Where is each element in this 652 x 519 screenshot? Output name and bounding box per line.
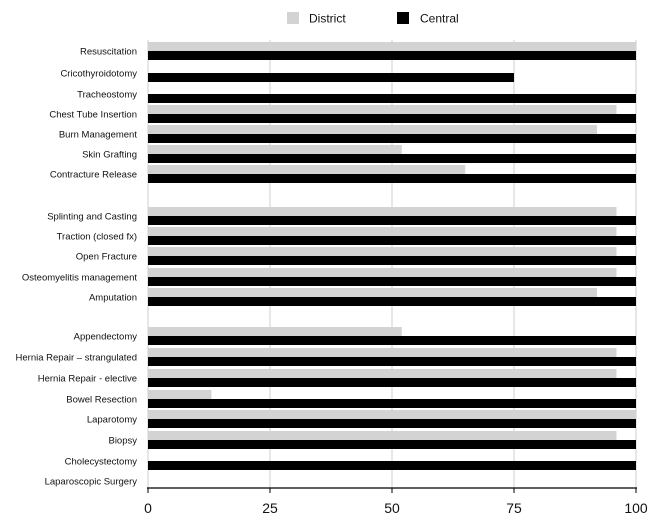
legend-swatch-district [287,12,299,24]
category-label-chest-tube-insertion: Chest Tube Insertion [49,110,137,121]
legend: District Central [287,12,459,26]
category-label-cricothyroidotomy: Cricothyroidotomy [60,69,137,80]
legend-swatch-central [397,12,409,24]
bar-district-bowel-resection [148,390,212,399]
category-label-osteomyelitis-management: Osteomyelitis management [22,273,137,284]
bar-district-contracture-release [148,165,466,174]
bar-central-laparotomy [148,419,636,428]
category-labels: Resuscitation Cricothyroidotomy Tracheosto… [16,47,138,488]
category-label-cholecystectomy: Cholecystectomy [65,457,138,468]
bar-district-traction-closed-fx [148,227,617,236]
x-tick-label-50: 50 [384,500,400,516]
category-label-laparotomy: Laparotomy [87,415,137,426]
bar-central-appendectomy [148,336,636,345]
category-label-traction-closed-fx: Traction (closed fx) [57,232,137,243]
category-label-biopsy: Biopsy [108,436,137,447]
category-label-laparoscopic-surgery: Laparoscopic Surgery [45,477,138,488]
bar-district-hernia-repair-strangulated [148,348,617,357]
bar-district-appendectomy [148,327,402,336]
bar-central-resuscitation [148,51,636,60]
category-label-appendectomy: Appendectomy [74,332,138,343]
x-axis: 0 25 50 75 100 [144,487,648,516]
bar-district-burn-management [148,125,597,134]
x-tick-label-75: 75 [506,500,522,516]
x-tick-label-100: 100 [624,500,648,516]
bar-central-open-fracture [148,256,636,265]
bars [148,42,636,470]
bar-central-burn-management [148,134,636,143]
category-label-contracture-release: Contracture Release [50,170,137,181]
category-label-hernia-repair-strangulated: Hernia Repair – strangulated [16,353,137,364]
bar-central-splinting-and-casting [148,216,636,225]
bar-central-hernia-repair-strangulated [148,357,636,366]
bar-central-cricothyroidotomy [148,73,514,82]
bar-district-chest-tube-insertion [148,105,617,114]
bar-central-traction-closed-fx [148,236,636,245]
x-tick-label-25: 25 [262,500,278,516]
bar-central-chest-tube-insertion [148,114,636,123]
category-label-hernia-repair-elective: Hernia Repair - elective [38,374,137,385]
bar-district-resuscitation [148,42,636,51]
bar-district-skin-grafting [148,145,402,154]
bar-central-biopsy [148,440,636,449]
bar-district-open-fracture [148,247,617,256]
bar-district-amputation [148,288,597,297]
bar-central-cholecystectomy [148,461,636,470]
bar-district-hernia-repair-elective [148,369,617,378]
category-label-bowel-resection: Bowel Resection [66,395,137,406]
category-label-resuscitation: Resuscitation [80,47,137,58]
bar-central-osteomyelitis-management [148,277,636,286]
bar-district-biopsy [148,431,617,440]
category-label-splinting-and-casting: Splinting and Casting [47,212,137,223]
bar-district-splinting-and-casting [148,207,617,216]
legend-label-central: Central [420,12,459,26]
bar-central-skin-grafting [148,154,636,163]
category-label-open-fracture: Open Fracture [76,252,137,263]
x-tick-label-0: 0 [144,500,152,516]
bar-central-amputation [148,297,636,306]
bar-central-tracheostomy [148,94,636,103]
category-label-skin-grafting: Skin Grafting [82,150,137,161]
bar-central-contracture-release [148,174,636,183]
bar-central-hernia-repair-elective [148,378,636,387]
category-label-amputation: Amputation [89,293,137,304]
legend-label-district: District [309,12,346,26]
category-label-burn-management: Burn Management [59,130,138,141]
bar-central-bowel-resection [148,399,636,408]
bar-district-laparotomy [148,410,636,419]
bar-district-osteomyelitis-management [148,268,617,277]
category-label-tracheostomy: Tracheostomy [77,90,137,101]
